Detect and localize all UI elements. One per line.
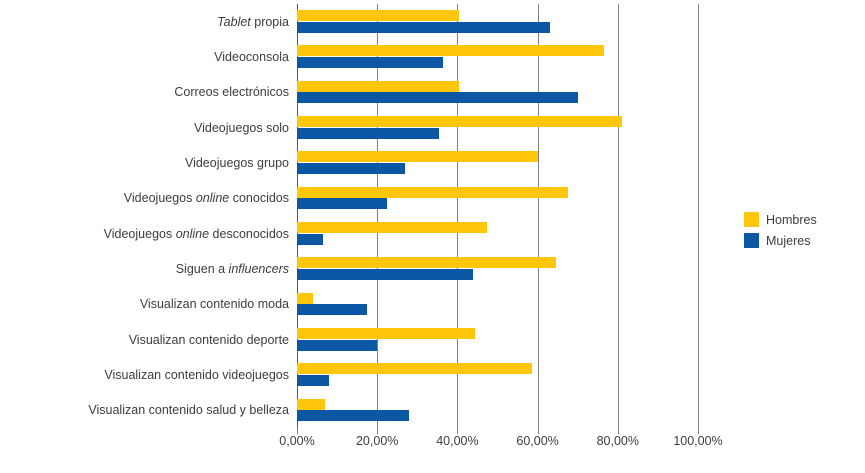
category-label: Siguen a influencers (175, 262, 289, 276)
bar-hombres (297, 222, 488, 233)
x-axis-tick-label: 0,00% (279, 434, 315, 448)
bar-hombres (297, 257, 556, 269)
x-axis-tick-label: 20,00% (355, 434, 399, 448)
bar-hombres (297, 363, 532, 375)
bar-mujeres (297, 21, 550, 33)
axis-tick (377, 428, 379, 434)
category-label: Visualizan contenido videojuegos (104, 368, 289, 382)
axis-tick (617, 428, 619, 434)
chart-category-row (297, 322, 698, 357)
chart-category-row (297, 39, 698, 74)
bar-mujeres (297, 374, 330, 386)
legend-label: Hombres (766, 212, 817, 227)
bar-mujeres (297, 304, 368, 316)
bar-mujeres (297, 92, 578, 104)
bar-mujeres (297, 268, 474, 280)
bar-mujeres (297, 56, 444, 68)
bar-mujeres (297, 198, 388, 210)
category-label: Videojuegos online conocidos (123, 191, 289, 206)
value-axis-line (297, 4, 298, 428)
legend-item[interactable]: Mujeres (744, 230, 817, 251)
category-axis-labels: Tablet propia Videoconsola Correos electró… (0, 4, 289, 428)
bar-hombres (297, 10, 460, 21)
category-label: Tablet propia (217, 14, 289, 29)
bar-hombres (297, 328, 476, 339)
category-label: Videojuegos online desconocidos (103, 226, 289, 241)
bar-hombres (297, 151, 538, 163)
legend-item[interactable]: Hombres (744, 209, 817, 230)
x-axis-tick-label: 40,00% (436, 434, 479, 448)
bar-hombres (297, 292, 314, 304)
legend-swatch-icon (744, 212, 759, 227)
legend-label: Mujeres (766, 233, 811, 248)
category-label: Videoconsola (214, 50, 289, 64)
category-label: Correos electrónicos (174, 85, 289, 100)
chart-category-row (297, 287, 698, 322)
x-axis-tick-label: 80,00% (596, 434, 639, 448)
chart-legend: Hombres Mujeres (744, 209, 817, 251)
gridline (457, 4, 459, 428)
bar-mujeres (297, 233, 324, 245)
chart-category-row (297, 251, 698, 286)
chart-category-row (297, 357, 698, 392)
bar-mujeres (297, 162, 406, 174)
chart-category-row (297, 216, 698, 251)
category-label: Videojuegos grupo (184, 156, 289, 170)
axis-tick (698, 428, 699, 434)
gridline (617, 4, 619, 428)
category-label: Videojuegos solo (194, 120, 289, 135)
x-axis-tick-label: 100,00% (673, 434, 723, 448)
plot-area (297, 4, 699, 434)
axis-tick (457, 428, 459, 434)
bar-mujeres (297, 127, 440, 139)
bar-hombres (297, 398, 326, 410)
bar-mujeres (297, 339, 378, 351)
bar-hombres (297, 116, 622, 127)
chart-category-row (297, 181, 698, 216)
chart-category-row (297, 145, 698, 180)
x-axis-tick-label: 60,00% (516, 434, 559, 448)
bar-hombres (297, 45, 604, 57)
axis-tick (297, 428, 298, 434)
category-label: Visualizan contenido salud y belleza (88, 403, 289, 418)
legend-swatch-icon (744, 233, 759, 248)
gridline (377, 4, 379, 428)
chart-category-row (297, 4, 698, 39)
bar-hombres (297, 186, 568, 198)
chart-category-row (297, 393, 698, 428)
chart-category-row (297, 110, 698, 145)
category-label: Visualizan contenido moda (139, 297, 289, 312)
axis-tick (537, 428, 539, 434)
bar-hombres (297, 80, 460, 92)
gridline (537, 4, 539, 428)
gridline (698, 4, 699, 428)
bar-mujeres (297, 410, 410, 422)
category-label: Visualizan contenido deporte (128, 332, 289, 347)
chart-category-row (297, 75, 698, 110)
